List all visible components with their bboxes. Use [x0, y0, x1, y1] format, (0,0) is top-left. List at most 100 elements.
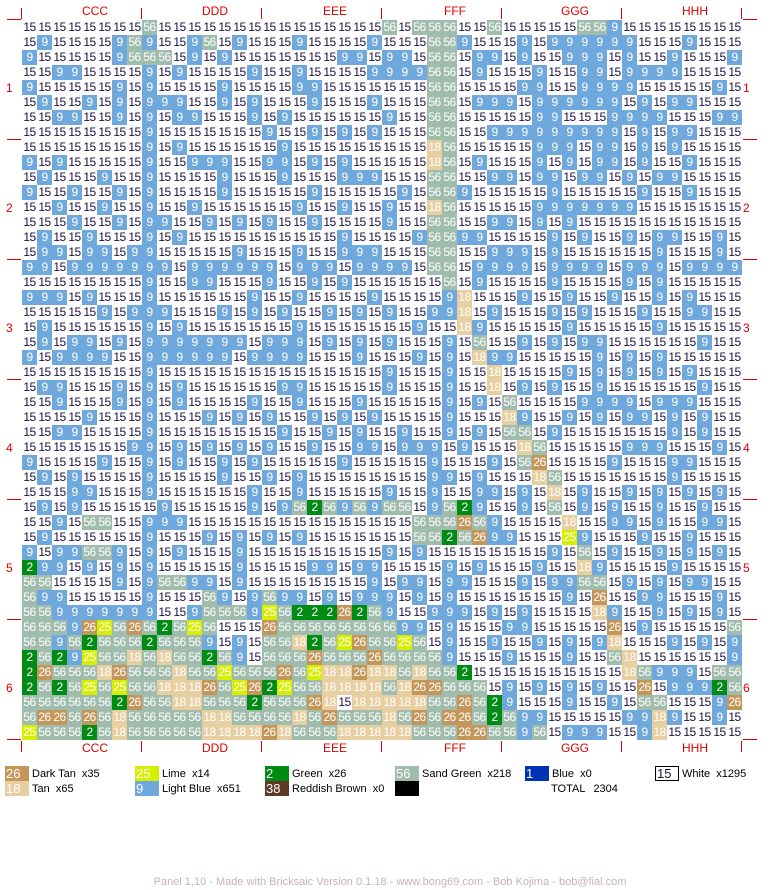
mosaic-cell: 18 — [322, 665, 337, 680]
mosaic-cell: 15 — [562, 425, 577, 440]
mosaic-cell: 15 — [247, 140, 262, 155]
mosaic-cell: 56 — [37, 605, 52, 620]
mosaic-cell: 15 — [727, 35, 742, 50]
mosaic-cell: 15 — [457, 335, 472, 350]
mosaic-cell: 18 — [322, 680, 337, 695]
mosaic-cell: 15 — [577, 605, 592, 620]
mosaic-cell: 15 — [577, 440, 592, 455]
mosaic-cell: 56 — [37, 725, 52, 740]
mosaic-cell: 9 — [247, 260, 262, 275]
legend-label: White x1295 — [682, 767, 747, 780]
mosaic-cell: 9 — [112, 545, 127, 560]
section-label-top: DDD — [202, 4, 228, 18]
mosaic-cell: 9 — [622, 275, 637, 290]
mosaic-cell: 9 — [292, 260, 307, 275]
mosaic-cell: 15 — [502, 380, 517, 395]
mosaic-cell: 9 — [367, 125, 382, 140]
mosaic-cell: 56 — [52, 620, 67, 635]
mosaic-cell: 15 — [442, 455, 457, 470]
mosaic-cell: 15 — [532, 695, 547, 710]
mosaic-cell: 15 — [277, 530, 292, 545]
mosaic-cell: 9 — [142, 320, 157, 335]
mosaic-cell: 15 — [397, 35, 412, 50]
mosaic-cell: 2 — [202, 650, 217, 665]
mosaic-cell: 9 — [37, 230, 52, 245]
legend-item: 18 Tan x65 — [5, 781, 74, 796]
mosaic-cell: 15 — [412, 35, 427, 50]
mosaic-cell: 15 — [427, 335, 442, 350]
mosaic-cell: 15 — [607, 185, 622, 200]
mosaic-cell: 15 — [262, 185, 277, 200]
mosaic-cell: 15 — [682, 440, 697, 455]
mosaic-cell: 15 — [427, 620, 442, 635]
mosaic-cell: 9 — [517, 125, 532, 140]
mosaic-cell: 15 — [277, 440, 292, 455]
mosaic-cell: 15 — [187, 500, 202, 515]
mosaic-cell: 9 — [562, 590, 577, 605]
mosaic-cell: 15 — [307, 305, 322, 320]
mosaic-cell: 9 — [727, 650, 742, 665]
mosaic-cell: 9 — [292, 35, 307, 50]
mosaic-cell: 9 — [427, 500, 442, 515]
mosaic-cell: 15 — [607, 665, 622, 680]
mosaic-cell: 56 — [202, 695, 217, 710]
mosaic-cell: 56 — [277, 635, 292, 650]
mosaic-cell: 15 — [112, 455, 127, 470]
mosaic-cell: 9 — [577, 200, 592, 215]
mosaic-cell: 15 — [637, 605, 652, 620]
mosaic-cell: 15 — [352, 455, 367, 470]
mosaic-cell: 9 — [487, 530, 502, 545]
mosaic-cell: 9 — [307, 80, 322, 95]
mosaic-cell: 15 — [127, 170, 142, 185]
mosaic-cell: 9 — [232, 35, 247, 50]
mosaic-cell: 15 — [232, 620, 247, 635]
mosaic-cell: 9 — [67, 545, 82, 560]
mosaic-cell: 15 — [22, 140, 37, 155]
mosaic-cell: 9 — [622, 350, 637, 365]
mosaic-cell: 15 — [292, 170, 307, 185]
mosaic-cell: 15 — [472, 605, 487, 620]
section-label-top: EEE — [322, 4, 347, 18]
mosaic-cell: 15 — [382, 320, 397, 335]
mosaic-cell: 15 — [667, 35, 682, 50]
mosaic-cell: 9 — [397, 575, 412, 590]
mosaic-cell: 15 — [382, 530, 397, 545]
mosaic-cell: 9 — [367, 65, 382, 80]
mosaic-cell: 15 — [247, 635, 262, 650]
mosaic-cell: 15 — [187, 425, 202, 440]
mosaic-cell: 9 — [697, 680, 712, 695]
mosaic-cell: 9 — [652, 545, 667, 560]
mosaic-cell: 15 — [667, 440, 682, 455]
mosaic-cell: 15 — [472, 215, 487, 230]
mosaic-cell: 15 — [727, 380, 742, 395]
mosaic-cell: 9 — [82, 410, 97, 425]
mosaic-cell: 15 — [307, 245, 322, 260]
mosaic-cell: 15 — [52, 455, 67, 470]
mosaic-cell: 15 — [187, 440, 202, 455]
mosaic-cell: 9 — [637, 125, 652, 140]
mosaic-cell: 15 — [637, 335, 652, 350]
mosaic-cell: 15 — [667, 290, 682, 305]
mosaic-cell: 15 — [22, 335, 37, 350]
mosaic-cell: 15 — [97, 230, 112, 245]
mosaic-cell: 15 — [232, 50, 247, 65]
mosaic-cell: 56 — [232, 710, 247, 725]
mosaic-cell: 15 — [232, 290, 247, 305]
mosaic-cell: 15 — [427, 320, 442, 335]
mosaic-cell: 18 — [457, 320, 472, 335]
mosaic-cell: 15 — [52, 125, 67, 140]
mosaic-cell: 15 — [277, 290, 292, 305]
mosaic-cell: 15 — [382, 140, 397, 155]
mosaic-cell: 15 — [322, 470, 337, 485]
mosaic-cell: 9 — [172, 440, 187, 455]
mosaic-cell: 9 — [682, 530, 697, 545]
mosaic-cell: 15 — [397, 140, 412, 155]
mosaic-cell: 9 — [637, 305, 652, 320]
mosaic-cell: 15 — [562, 545, 577, 560]
mosaic-cell: 15 — [652, 635, 667, 650]
section-label-top: FFF — [444, 4, 466, 18]
mosaic-cell: 15 — [82, 200, 97, 215]
mosaic-cell: 15 — [67, 380, 82, 395]
mosaic-cell: 15 — [82, 185, 97, 200]
mosaic-cell: 15 — [382, 185, 397, 200]
